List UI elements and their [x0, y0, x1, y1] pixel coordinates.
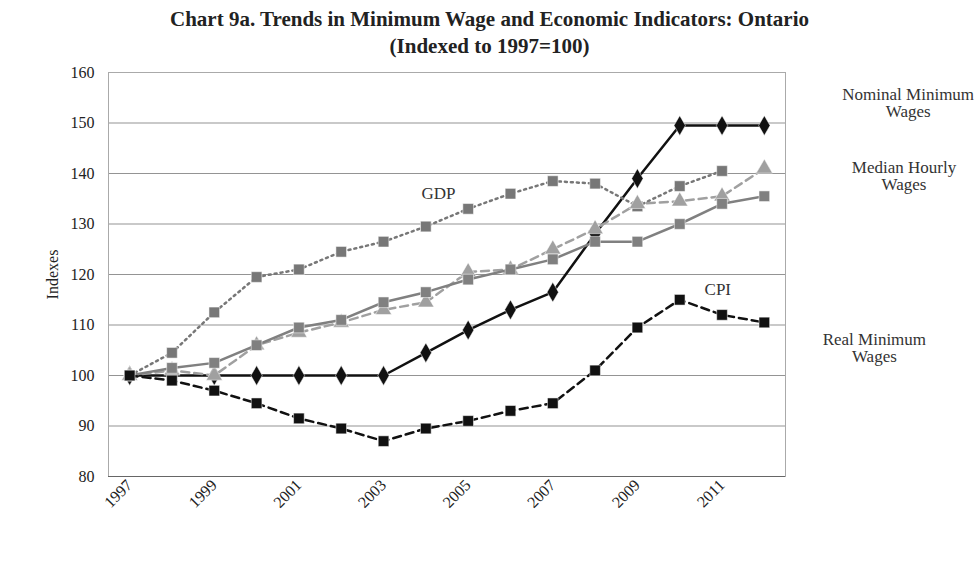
svg-text:1997: 1997: [101, 476, 136, 511]
svg-text:100: 100: [71, 367, 95, 384]
svg-text:Indexes: Indexes: [44, 250, 61, 300]
svg-text:110: 110: [71, 316, 94, 333]
svg-text:2007: 2007: [524, 476, 559, 511]
html-text:Chart 9a. Trends in Minimum Wa: Chart 9a. Trends in Minimum Wage and Eco…: [170, 7, 809, 58]
svg-text:Nominal MinimumWages: Nominal MinimumWages: [842, 85, 974, 121]
svg-text:90: 90: [79, 417, 95, 434]
svg-text:140: 140: [71, 165, 95, 182]
svg-text:2003: 2003: [355, 476, 390, 511]
svg-text:2011: 2011: [694, 476, 728, 510]
svg-text:160: 160: [71, 64, 95, 81]
svg-text:Real MinimumWages: Real MinimumWages: [823, 330, 926, 366]
svg-text:GDP: GDP: [422, 184, 456, 203]
svg-text:2005: 2005: [439, 476, 474, 511]
svg-text:2009: 2009: [608, 476, 643, 511]
svg-text:120: 120: [71, 266, 95, 283]
svg-text:Median HourlyWages: Median HourlyWages: [852, 158, 957, 194]
svg-text:2001: 2001: [270, 476, 305, 511]
svg-text:CPI: CPI: [705, 280, 732, 299]
svg-text:150: 150: [71, 114, 95, 131]
svg-text:1999: 1999: [185, 476, 220, 511]
svg-text:80: 80: [79, 468, 95, 485]
svg-text:130: 130: [71, 215, 95, 232]
